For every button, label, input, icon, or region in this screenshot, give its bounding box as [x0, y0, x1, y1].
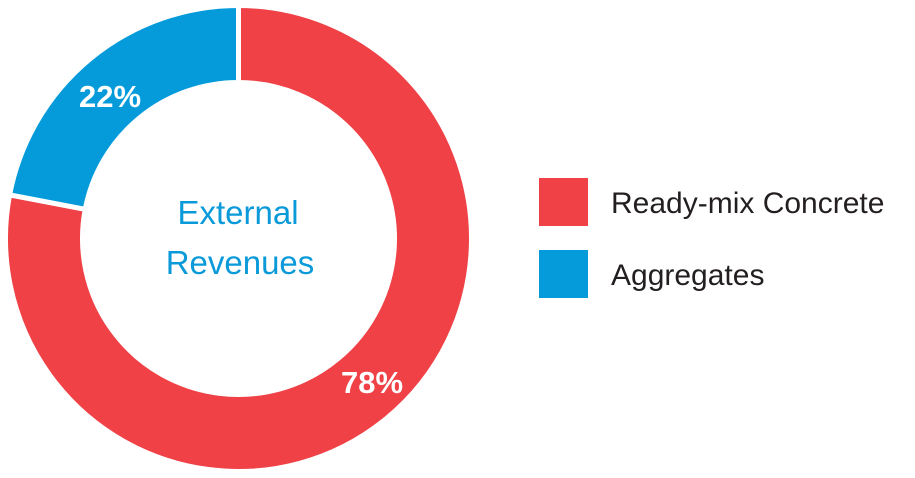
slice-ready-mix-concrete	[3, 2, 474, 474]
legend-label: Aggregates	[611, 259, 764, 292]
legend-swatch	[539, 178, 588, 226]
slice-label: 22%	[79, 79, 141, 114]
slice-label: 78%	[341, 365, 403, 400]
center-text-line-1: External	[177, 194, 298, 231]
center-text-line-2: Revenues	[166, 244, 315, 281]
slice-aggregates	[6, 2, 241, 213]
slices: 78% 22%	[3, 2, 474, 474]
legend-label: Ready-mix Concrete	[611, 187, 884, 220]
legend: Ready-mix Concrete Aggregates	[539, 178, 884, 298]
legend-swatch	[539, 250, 588, 298]
